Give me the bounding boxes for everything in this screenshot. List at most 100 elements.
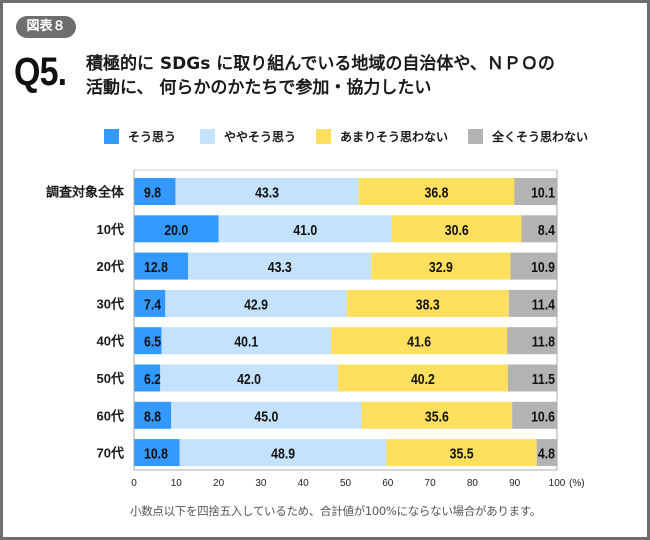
bars-layer: 9.8 43.3 36.8 10.1 20.0 41.0 30.6 8.4 12.8 43.3 32… [134, 178, 557, 467]
data-label: 45.0 [254, 408, 278, 424]
bar-segment-somewhat-disagree [337, 364, 508, 392]
legend-swatch-strongly-disagree [468, 128, 483, 144]
category-label: 20代 [97, 259, 124, 274]
data-label: 11.8 [532, 334, 556, 350]
data-label: 38.3 [416, 296, 440, 312]
data-label: 6.2 [144, 371, 161, 387]
data-label: 35.5 [450, 445, 474, 461]
x-tick-label: 40 [298, 478, 310, 489]
bar-segment-somewhat-disagree [371, 252, 511, 280]
category-label: 調査対象全体 [46, 185, 125, 200]
category-labels: 調査対象全体 10代 20代 30代 40代 50代 60代 70代 [46, 185, 125, 461]
bar-segment-strongly-agree [134, 215, 219, 243]
x-tick-label: 50 [340, 478, 352, 489]
category-label: 50代 [97, 371, 124, 386]
x-tick-label: 0 [131, 478, 137, 489]
data-label: 10.1 [531, 184, 555, 200]
x-axis-ticks: 0 10 20 30 40 50 60 70 80 90 100 (%) [131, 478, 584, 489]
legend-swatch-somewhat-agree [200, 128, 215, 144]
data-label: 8.8 [144, 408, 161, 424]
bar-segment-somewhat-disagree [346, 289, 509, 317]
bar-segment-somewhat-disagree [331, 327, 508, 355]
data-label: 36.8 [424, 184, 448, 200]
x-tick-label: 100 [549, 478, 566, 489]
bar-segment-strongly-disagree [507, 327, 557, 355]
data-label: 7.4 [144, 296, 161, 312]
data-label: 8.4 [538, 222, 555, 238]
category-label: 70代 [97, 446, 124, 461]
bar-segment-strongly-disagree [508, 289, 557, 317]
bar-segment-somewhat-disagree [358, 178, 515, 205]
x-tick-label: 80 [467, 478, 479, 489]
bar-segment-somewhat-agree [179, 439, 387, 467]
legend-item-strongly-agree: そう思う [104, 127, 200, 145]
category-label: 60代 [97, 408, 124, 423]
legend-label: そう思う [128, 129, 177, 144]
x-tick-label: 30 [255, 478, 267, 489]
bar-segment-strongly-disagree [514, 178, 557, 205]
question-line-2: 活動に、 何らかのかたちで参加・協力したい [86, 78, 432, 98]
data-label: 30.6 [445, 222, 469, 238]
legend-label: あまりそう思わない [340, 129, 449, 144]
bar-segment-strongly-agree [134, 401, 172, 429]
data-label: 4.8 [538, 445, 555, 461]
legend-label: ややそう思う [224, 129, 297, 144]
x-tick-label: 10 [171, 478, 183, 489]
bar-segment-strongly-agree [134, 439, 180, 467]
bar-segment-somewhat-agree [160, 364, 338, 392]
legend-item-somewhat-agree: ややそう思う [200, 127, 316, 145]
data-label: 42.0 [237, 371, 261, 387]
plot-frame [133, 169, 558, 471]
legend-swatch-strongly-agree [104, 128, 119, 144]
data-label: 35.6 [425, 408, 449, 424]
bar-segment-somewhat-agree [161, 327, 332, 355]
data-label: 12.8 [144, 259, 168, 275]
bar-segment-strongly-disagree [512, 401, 557, 429]
question-text: 積極的に SDGs に取り組んでいる地域の自治体や、ＮＰＯの 活動に、 何らかの… [86, 52, 626, 100]
data-label: 20.0 [164, 222, 188, 238]
bar-segment-somewhat-agree [188, 252, 372, 280]
data-label: 43.3 [268, 259, 292, 275]
bar-segment-somewhat-disagree [386, 439, 537, 467]
bar-segment-somewhat-agree [165, 289, 347, 317]
data-label: 40.2 [411, 371, 435, 387]
data-label: 10.8 [144, 445, 168, 461]
bar-segment-strongly-disagree [536, 439, 557, 467]
x-tick-label: 90 [509, 478, 521, 489]
question-line-1: 積極的に SDGs に取り組んでいる地域の自治体や、ＮＰＯの [86, 54, 555, 74]
figure-number-badge: 図表８ [16, 16, 76, 38]
data-label: 41.0 [293, 222, 317, 238]
question-number: Q5. [14, 50, 67, 95]
category-label: 40代 [97, 334, 124, 349]
x-axis-unit: (%) [569, 478, 585, 489]
data-label: 32.9 [429, 259, 453, 275]
x-tick-label: 70 [425, 478, 437, 489]
data-label: 40.1 [234, 334, 258, 350]
x-tick-label: 60 [382, 478, 394, 489]
bar-segment-strongly-agree [134, 289, 166, 317]
data-label: 11.4 [532, 296, 556, 312]
question-number-text: Q5 [14, 50, 59, 94]
bar-segment-strongly-agree [134, 252, 189, 280]
legend-item-somewhat-disagree: あまりそう思わない [316, 127, 468, 145]
data-label: 48.9 [271, 445, 295, 461]
x-tick-label: 20 [213, 478, 225, 489]
data-label: 10.9 [531, 259, 555, 275]
bar-segment-somewhat-agree [175, 178, 359, 205]
footnote: 小数点以下を四捨五入しているため、合計値が100%にならない場合があります。 [130, 504, 541, 518]
data-label: 43.3 [255, 184, 279, 200]
legend-item-strongly-disagree: 全くそう思わない [468, 127, 608, 145]
legend-label: 全くそう思わない [492, 129, 589, 144]
question-number-dot: . [57, 50, 67, 94]
bar-segment-strongly-disagree [521, 215, 557, 243]
data-label: 42.9 [244, 296, 268, 312]
category-label: 10代 [97, 222, 124, 237]
category-label: 30代 [97, 296, 124, 311]
chart-legend: そう思う ややそう思う あまりそう思わない 全くそう思わない [104, 127, 608, 145]
data-label: 11.5 [532, 371, 556, 387]
bar-segment-somewhat-agree [218, 215, 393, 243]
data-label: 9.8 [144, 184, 161, 200]
data-label: 10.6 [531, 408, 555, 424]
legend-swatch-somewhat-disagree [316, 128, 331, 144]
